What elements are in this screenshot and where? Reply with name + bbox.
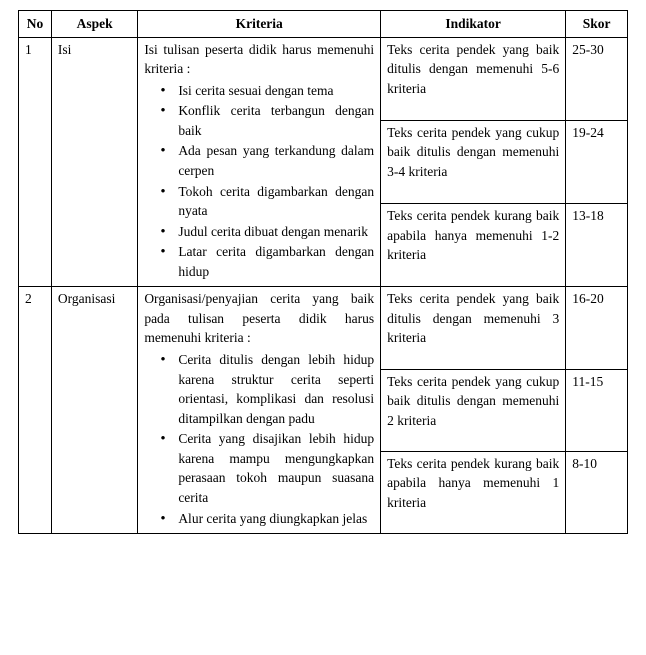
cell-skor: 25-30 [566,37,628,120]
cell-indikator: Teks cerita pendek yang cukup baik ditul… [381,120,566,203]
kriteria-list: Cerita ditulis dengan lebih hidup karena… [144,350,374,528]
cell-skor: 11-15 [566,369,628,451]
cell-skor: 16-20 [566,287,628,369]
cell-aspek: Organisasi [51,287,137,534]
cell-no: 1 [19,37,52,287]
header-skor: Skor [566,11,628,38]
kriteria-list: Isi cerita sesuai dengan temaKonflik cer… [144,81,374,282]
indikator-text: Teks cerita pendek yang baik ditulis den… [387,40,559,99]
cell-skor: 8-10 [566,451,628,533]
cell-kriteria: Isi tulisan peserta didik harus memenuhi… [138,37,381,287]
kriteria-item: Latar cerita digambarkan dengan hidup [160,242,374,281]
table-header: No Aspek Kriteria Indikator Skor [19,11,628,38]
kriteria-item: Judul cerita dibuat dengan menarik [160,222,374,242]
indikator-text: Teks cerita pendek kurang baik apabila h… [387,206,559,265]
indikator-text: Teks cerita pendek yang cukup baik ditul… [387,372,559,431]
indikator-text: Teks cerita pendek kurang baik apabila h… [387,454,559,513]
cell-no: 2 [19,287,52,534]
table-row: 1IsiIsi tulisan peserta didik harus meme… [19,37,628,120]
cell-skor: 13-18 [566,204,628,287]
kriteria-item: Tokoh cerita digambarkan dengan nyata [160,182,374,221]
header-indikator: Indikator [381,11,566,38]
cell-aspek: Isi [51,37,137,287]
kriteria-item: Konflik cerita terbangun dengan baik [160,101,374,140]
table-row: 2OrganisasiOrganisasi/penyajian cerita y… [19,287,628,369]
kriteria-item: Cerita yang disajikan lebih hidup karena… [160,429,374,507]
kriteria-item: Isi cerita sesuai dengan tema [160,81,374,101]
header-aspek: Aspek [51,11,137,38]
kriteria-intro: Organisasi/penyajian cerita yang baik pa… [144,289,374,348]
header-kriteria: Kriteria [138,11,381,38]
cell-indikator: Teks cerita pendek yang baik ditulis den… [381,37,566,120]
cell-indikator: Teks cerita pendek yang baik ditulis den… [381,287,566,369]
cell-indikator: Teks cerita pendek yang cukup baik ditul… [381,369,566,451]
table-body: 1IsiIsi tulisan peserta didik harus meme… [19,37,628,534]
indikator-text: Teks cerita pendek yang baik ditulis den… [387,289,559,348]
cell-skor: 19-24 [566,120,628,203]
cell-kriteria: Organisasi/penyajian cerita yang baik pa… [138,287,381,534]
kriteria-item: Alur cerita yang diungkapkan jelas [160,509,374,529]
indikator-text: Teks cerita pendek yang cukup baik ditul… [387,123,559,182]
rubric-table: No Aspek Kriteria Indikator Skor 1IsiIsi… [18,10,628,534]
cell-indikator: Teks cerita pendek kurang baik apabila h… [381,204,566,287]
kriteria-item: Cerita ditulis dengan lebih hidup karena… [160,350,374,428]
cell-indikator: Teks cerita pendek kurang baik apabila h… [381,451,566,533]
kriteria-item: Ada pesan yang terkandung dalam cerpen [160,141,374,180]
header-no: No [19,11,52,38]
kriteria-intro: Isi tulisan peserta didik harus memenuhi… [144,40,374,79]
